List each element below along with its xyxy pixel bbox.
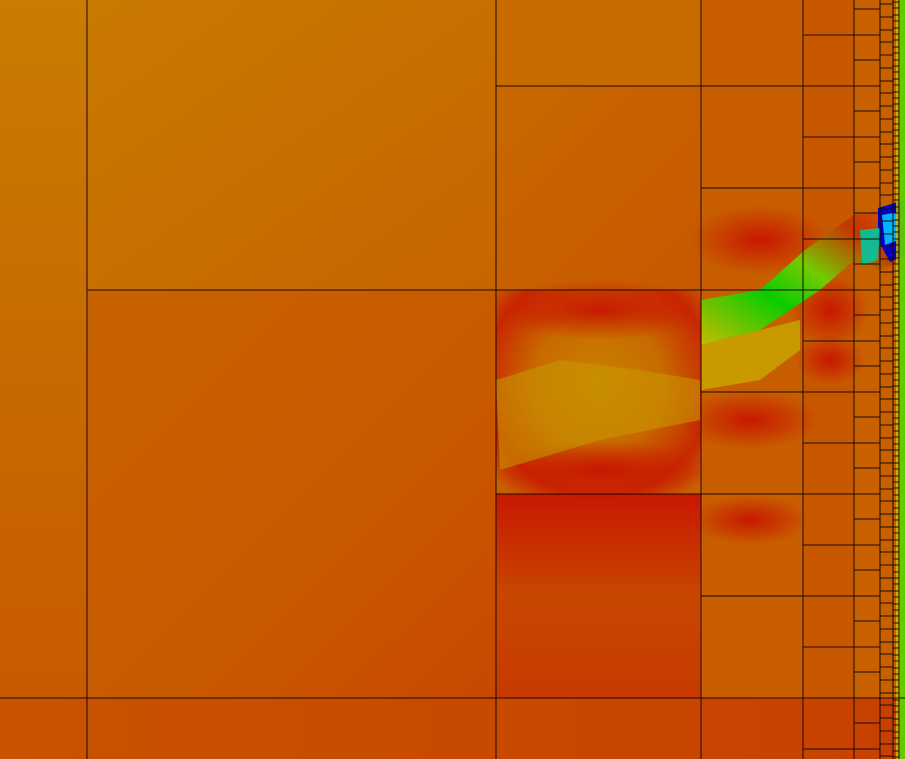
cell-mid-top [496, 0, 701, 86]
cell-top-large [87, 0, 496, 290]
cell-bottom-large [87, 290, 496, 698]
cell-mid-lower [496, 494, 701, 698]
cell-bottom-strip [0, 698, 905, 759]
cell-left-column [0, 0, 87, 698]
cell-mid-upper [496, 86, 701, 290]
fine-grid-lines [803, 1, 899, 758]
